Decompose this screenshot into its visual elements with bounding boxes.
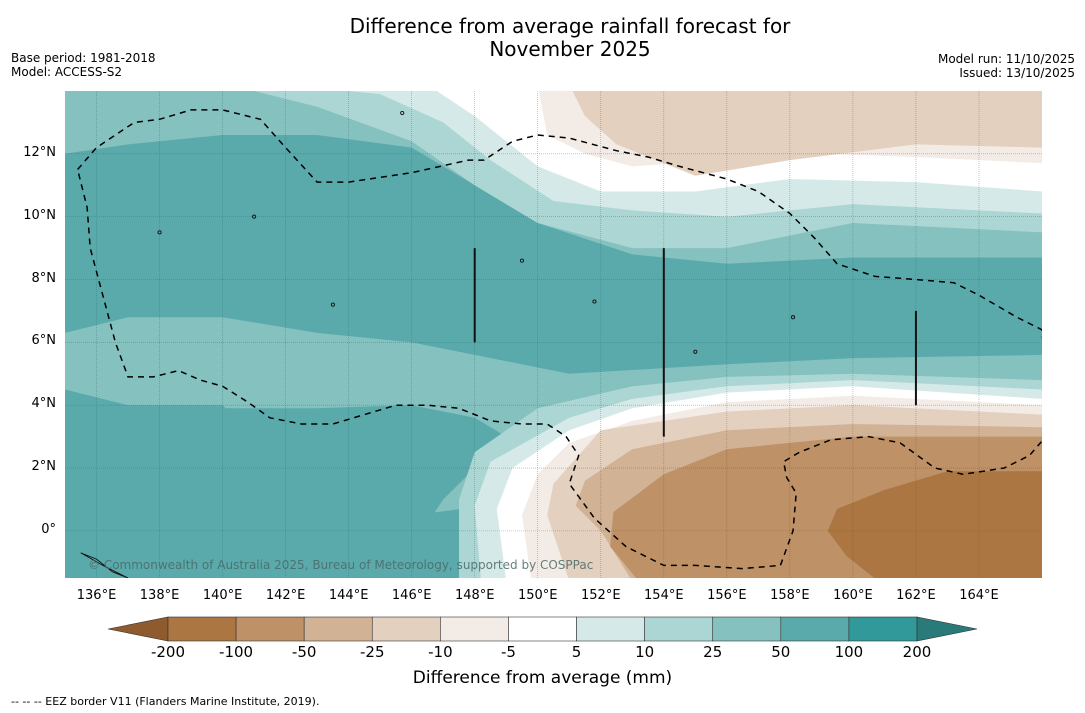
colorbar-tick-label: -50	[291, 643, 317, 661]
colorbar-title: Difference from average (mm)	[412, 668, 673, 688]
title-line-2: November 2025	[489, 37, 651, 61]
island-outline	[592, 299, 597, 304]
chart-title: Difference from average rainfall forecas…	[0, 15, 1085, 61]
colorbar-swatch	[780, 616, 850, 642]
meta-right: Model run: 11/10/2025 Issued: 13/10/2025	[938, 52, 1075, 80]
colorbar-swatch	[508, 616, 577, 642]
colorbar-swatch	[712, 616, 782, 642]
lon-tick-label: 162°E	[896, 588, 936, 603]
lon-tick-label: 156°E	[707, 588, 747, 603]
eez-footnote: -- -- -- EEZ border V11 (Flanders Marine…	[11, 695, 320, 708]
colorbar-tick-label: 5	[571, 643, 582, 661]
colorbar-tick-label: 50	[771, 643, 791, 661]
colorbar-tick-label: -200	[150, 643, 186, 661]
lon-tick-label: 158°E	[770, 588, 810, 603]
colorbar-tick-label: 200	[902, 643, 932, 661]
colorbar-swatch	[235, 616, 305, 642]
colorbar-tick-label: 100	[834, 643, 864, 661]
lat-tick-label: 8°N	[31, 270, 57, 286]
lon-tick-label: 154°E	[644, 588, 684, 603]
lon-tick-label: 160°E	[833, 588, 873, 603]
colorbar-tick-label: -5	[500, 643, 516, 661]
colorbar-tick-label: -10	[428, 643, 453, 661]
island-outline	[790, 315, 796, 320]
lon-tick-label: 148°E	[454, 588, 495, 603]
contour-50-100-ne	[852, 270, 1017, 337]
lon-tick-label: 140°E	[202, 588, 243, 603]
island-outline	[252, 214, 257, 219]
colorbar-tick-label: 25	[703, 643, 723, 661]
lon-tick-label: 150°E	[517, 588, 558, 603]
lon-tick-label: 142°E	[265, 588, 306, 603]
colorbar-swatch	[303, 616, 373, 642]
colorbar-tick-label: 10	[635, 643, 655, 661]
colorbar-tick-label: -25	[360, 643, 385, 661]
island-outline	[80, 552, 129, 578]
meta-left: Base period: 1981-2018 Model: ACCESS-S2	[11, 51, 156, 79]
lat-tick-label: 4°N	[31, 396, 57, 412]
lon-tick-label: 152°E	[581, 588, 621, 603]
contour-minus200-100-se	[827, 471, 1042, 578]
eez-border	[76, 109, 1042, 570]
lon-tick-label: 138°E	[139, 588, 180, 603]
island-outline	[400, 110, 405, 116]
colorbar-swatch	[848, 616, 918, 642]
colorbar-under-arrow	[107, 616, 169, 642]
gridlines	[65, 91, 1042, 578]
island-outline	[157, 230, 162, 235]
lon-tick-label: 146°E	[391, 588, 432, 603]
map-marks	[80, 110, 917, 578]
lat-tick-label: 0°	[41, 521, 56, 537]
title-line-1: Difference from average rainfall forecas…	[349, 14, 791, 38]
colorbar-swatch	[371, 616, 441, 642]
lat-tick-label: 6°N	[31, 333, 57, 349]
colorbar	[107, 616, 978, 642]
contour-fills	[65, 91, 1042, 578]
contour-minus25-ne	[572, 91, 1042, 176]
lon-tick-label: 144°E	[328, 588, 369, 603]
colorbar-swatch	[167, 616, 237, 642]
colorbar-swatch	[440, 616, 509, 642]
colorbar-swatch	[644, 616, 714, 642]
model-run: Model run: 11/10/2025	[937, 52, 1075, 66]
colorbar-tick-label: -100	[219, 643, 254, 661]
colorbar-swatch	[576, 616, 645, 642]
lon-tick-label: 164°E	[959, 588, 999, 603]
island-outline	[519, 258, 525, 263]
island-outline	[693, 349, 698, 354]
model-name: Model: ACCESS-S2	[11, 65, 123, 79]
lon-tick-label: 136°E	[76, 588, 117, 603]
base-period: Base period: 1981-2018	[11, 51, 156, 65]
island-outline	[330, 302, 335, 307]
lat-tick-label: 10°N	[23, 207, 56, 223]
issued-date: Issued: 13/10/2025	[959, 66, 1075, 80]
lat-tick-label: 2°N	[31, 459, 57, 475]
colorbar-over-arrow	[916, 616, 978, 642]
eez-border-line	[76, 109, 1042, 570]
lat-tick-label: 12°N	[23, 144, 56, 160]
copyright-text: © Commonwealth of Australia 2025, Bureau…	[88, 558, 594, 572]
